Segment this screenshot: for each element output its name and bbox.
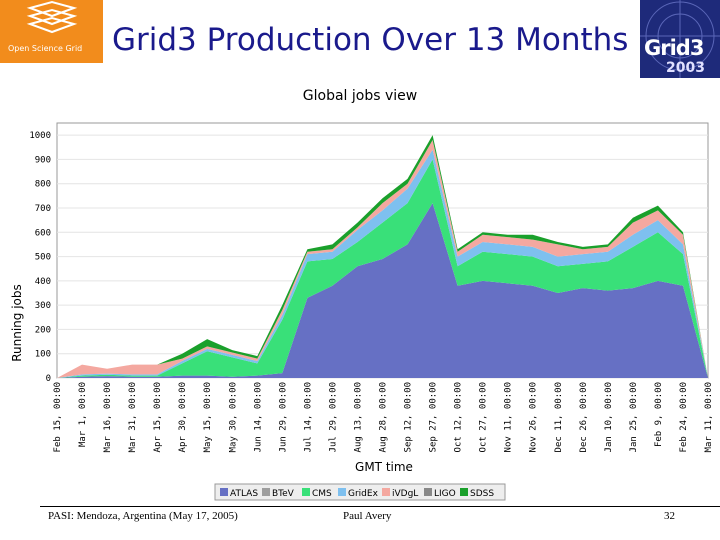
legend-box — [214, 483, 506, 501]
x-tick-label: Jul 14, 00:00 — [303, 382, 313, 452]
y-tick-label: 0 — [46, 374, 51, 384]
x-tick-label: Feb 15, 00:00 — [53, 382, 63, 452]
x-tick-label: Jun 14, 00:00 — [253, 382, 263, 452]
x-tick-label: Dec 11, 00:00 — [554, 382, 564, 452]
x-tick-label: Sep 12, 00:00 — [404, 382, 414, 452]
y-tick-label: 900 — [35, 155, 51, 165]
footer-rule — [40, 506, 720, 507]
x-tick-label: Mar 16, 00:00 — [103, 382, 113, 452]
x-tick-label: Sep 27, 00:00 — [429, 382, 439, 452]
grid3-logo: Grid3 2003 — [640, 0, 720, 78]
slide-title: Grid3 Production Over 13 Months — [112, 22, 629, 58]
stacked-areas — [57, 135, 708, 378]
chart-title: Global jobs view — [303, 88, 417, 104]
x-tick-label: Aug 28, 00:00 — [379, 382, 389, 452]
legend-label-gridex: GridEx — [348, 489, 379, 499]
jobs-chart: Global jobs view Running jobs GMT time 0… — [10, 88, 714, 501]
series-area-cms — [57, 159, 708, 378]
x-tick-label: Aug 13, 00:00 — [354, 382, 364, 452]
y-tick-label: 200 — [35, 325, 51, 335]
legend-label-ligo: LIGO — [434, 489, 456, 499]
legend-swatch-cms — [302, 488, 310, 496]
legend-swatch-atlas — [220, 488, 228, 496]
y-tick-label: 600 — [35, 228, 51, 238]
legend-swatch-ligo — [424, 488, 432, 496]
x-tick-label: Nov 26, 00:00 — [529, 382, 539, 452]
footer-author: Paul Avery — [343, 510, 392, 522]
y-tick-label: 300 — [35, 301, 51, 311]
x-tick-label: Jun 29, 00:00 — [278, 382, 288, 452]
x-tick-label: Mar 11, 00:00 — [704, 382, 714, 452]
x-tick-label: May 15, 00:00 — [203, 382, 213, 452]
x-tick-label: Feb 9, 00:00 — [654, 382, 664, 447]
x-tick-label: Dec 26, 00:00 — [579, 382, 589, 452]
osg-logo: Open Science Grid — [0, 0, 103, 63]
grid3-logo-graphic — [640, 0, 720, 78]
y-tick-label: 800 — [35, 180, 51, 190]
legend-label-sdss: SDSS — [470, 489, 494, 499]
legend-swatch-btev — [262, 488, 270, 496]
x-tick-label: Oct 12, 00:00 — [454, 382, 464, 452]
x-tick-label: Jan 10, 00:00 — [604, 382, 614, 452]
legend-swatch-sdss — [460, 488, 468, 496]
legend-label-ivdgl: iVDgL — [392, 489, 418, 499]
legend-label-atlas: ATLAS — [230, 489, 258, 499]
x-tick-label: Apr 30, 00:00 — [178, 382, 188, 452]
legend-swatch-ivdgl — [382, 488, 390, 496]
osg-logo-text: Open Science Grid — [8, 44, 83, 53]
grid3-logo-year: 2003 — [666, 60, 705, 76]
x-tick-label: Feb 24, 00:00 — [679, 382, 689, 452]
y-tick-label: 700 — [35, 204, 51, 214]
footer-event: PASI: Mendoza, Argentina (May 17, 2005) — [48, 510, 238, 522]
slide-number: 32 — [664, 510, 675, 522]
x-tick-label: May 30, 00:00 — [228, 382, 238, 452]
x-axis-label: GMT time — [355, 460, 413, 474]
x-tick-label: Mar 31, 00:00 — [128, 382, 138, 452]
grid3-logo-text: Grid3 — [644, 36, 704, 60]
x-tick-labels: Feb 15, 00:00 Mar 1, 00:00 Mar 16, 00:00 Ma… — [53, 382, 714, 452]
legend: ATLAS BTeV CMS GridEx iVDgL LIGO SDSS — [220, 488, 494, 499]
x-tick-label: Mar 1, 00:00 — [78, 382, 88, 447]
y-axis-label: Running jobs — [10, 284, 24, 362]
y-tick-label: 1000 — [29, 131, 51, 141]
series-area-atlas — [57, 203, 708, 378]
x-tick-label: Jan 25, 00:00 — [629, 382, 639, 452]
x-tick-label: Apr 15, 00:00 — [153, 382, 163, 452]
legend-swatch-gridex — [338, 488, 346, 496]
y-tick-label: 400 — [35, 277, 51, 287]
x-tick-label: Jul 29, 00:00 — [328, 382, 338, 452]
y-tick-label: 100 — [35, 350, 51, 360]
y-tick-label: 500 — [35, 253, 51, 263]
legend-label-btev: BTeV — [272, 489, 295, 499]
x-tick-label: Oct 27, 00:00 — [479, 382, 489, 452]
legend-label-cms: CMS — [312, 489, 332, 499]
osg-logo-graphic — [26, 0, 78, 34]
x-tick-label: Nov 11, 00:00 — [504, 382, 514, 452]
series-area-gridex — [57, 149, 708, 378]
y-tick-labels: 0 100 200 300 400 500 600 700 800 900 1000 — [29, 131, 51, 384]
